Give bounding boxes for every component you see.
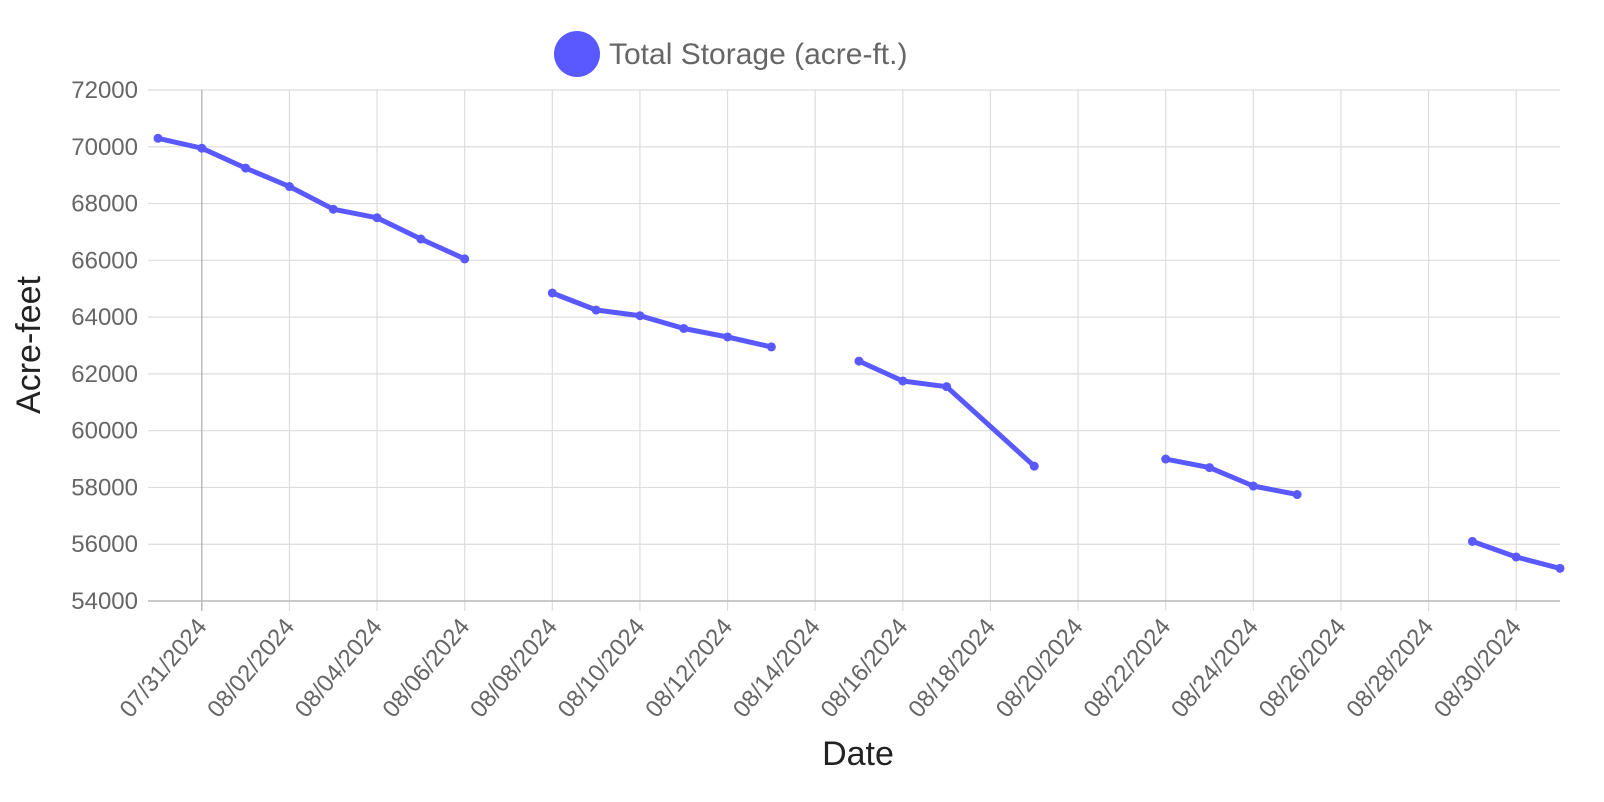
x-tick-label: 08/06/2024	[377, 614, 475, 723]
data-point	[898, 376, 908, 386]
data-point	[1205, 463, 1214, 473]
x-tick-label: 08/28/2024	[1341, 614, 1439, 723]
data-point	[284, 182, 294, 192]
y-tick-label: 58000	[71, 474, 138, 501]
data-point	[766, 342, 776, 352]
data-point	[1467, 536, 1477, 546]
x-tick-label: 07/31/2024	[115, 614, 213, 723]
series-line-segment	[549, 290, 774, 350]
data-point	[197, 143, 207, 153]
y-axis-ticks: 72000 70000 68000 66000 64000 62000 60000 58000…	[71, 77, 138, 615]
data-point	[416, 234, 426, 244]
x-tick-label: 08/16/2024	[816, 614, 914, 723]
data-point	[1511, 552, 1521, 562]
x-tick-label: 08/18/2024	[903, 614, 1001, 723]
x-tick-label: 08/12/2024	[640, 614, 738, 723]
series-line-segment	[155, 135, 468, 262]
x-tick-label: 08/02/2024	[202, 614, 300, 723]
gridlines	[148, 89, 1560, 611]
y-tick-label: 54000	[71, 588, 138, 615]
y-tick-label: 70000	[71, 134, 138, 161]
y-tick-label: 64000	[71, 304, 138, 331]
y-axis-title: Acre-feet	[10, 275, 48, 413]
x-axis-ticks: 07/31/202408/02/202408/04/202408/06/2024…	[115, 614, 1527, 723]
data-point	[328, 204, 338, 214]
y-tick-label: 68000	[71, 191, 138, 218]
data-point	[679, 323, 689, 333]
legend-swatch	[554, 31, 600, 77]
data-point	[1029, 461, 1039, 471]
y-tick-label: 60000	[71, 418, 138, 445]
x-axis-title: Date	[822, 735, 894, 773]
data-point	[635, 311, 645, 321]
y-tick-label: 62000	[71, 361, 138, 388]
data-point	[1248, 481, 1258, 491]
x-tick-label: 08/08/2024	[465, 614, 563, 723]
legend[interactable]: Total Storage (acre-ft.)	[554, 31, 907, 77]
data-point	[1555, 563, 1565, 573]
x-tick-label: 08/20/2024	[991, 614, 1089, 723]
y-tick-label: 56000	[71, 531, 138, 558]
data-point	[547, 288, 557, 298]
series-line-segment	[1163, 456, 1300, 497]
data-point	[723, 332, 733, 342]
y-tick-label: 66000	[71, 247, 138, 274]
series-points	[153, 133, 1565, 573]
data-point	[241, 163, 251, 173]
data-point	[153, 133, 163, 143]
data-point	[854, 356, 864, 366]
legend-label: Total Storage (acre-ft.)	[609, 38, 907, 71]
data-point	[460, 254, 470, 264]
x-tick-label: 08/10/2024	[553, 614, 651, 723]
x-tick-label: 08/30/2024	[1429, 614, 1527, 723]
x-tick-label: 08/22/2024	[1078, 614, 1176, 723]
data-point	[1161, 454, 1171, 464]
x-tick-label: 08/14/2024	[728, 614, 826, 723]
data-point	[942, 382, 952, 392]
data-point	[1292, 490, 1302, 500]
x-tick-label: 08/24/2024	[1166, 614, 1264, 723]
series-lines	[155, 135, 1563, 571]
series-line-segment	[856, 358, 1037, 469]
x-tick-label: 08/26/2024	[1254, 614, 1352, 723]
x-tick-label: 08/04/2024	[290, 614, 388, 723]
data-point	[591, 305, 601, 315]
y-tick-label: 72000	[71, 77, 138, 104]
data-point	[372, 213, 382, 223]
